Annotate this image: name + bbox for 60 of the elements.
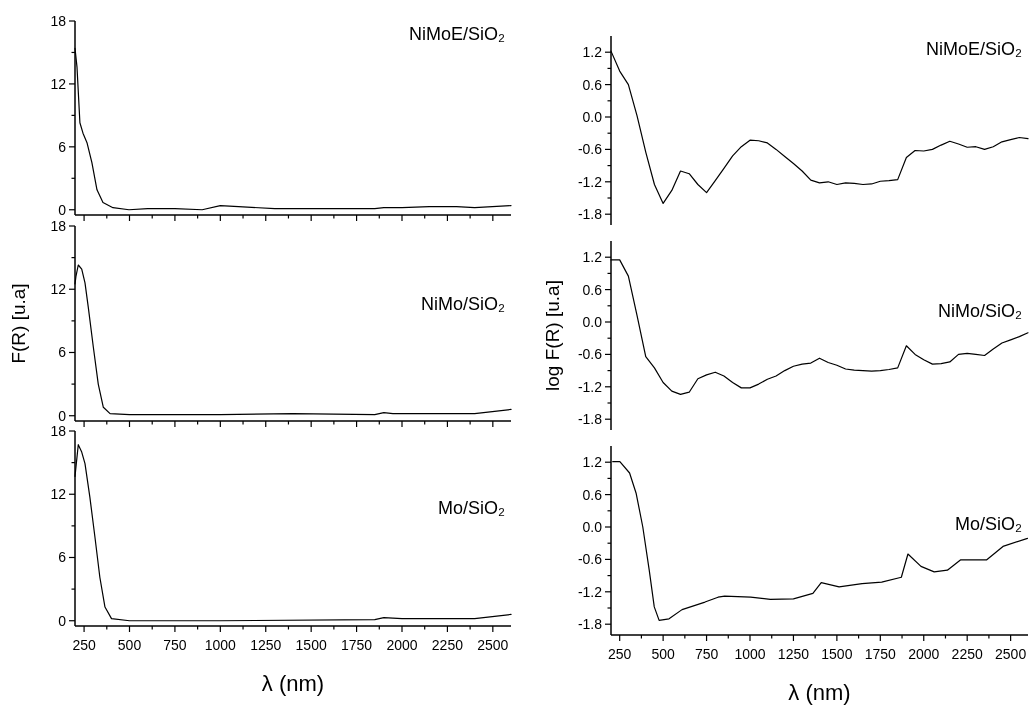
y-tick-label: 18 (50, 217, 67, 234)
x-tick-label: 750 (694, 646, 719, 662)
x-axis-title: λ (nm) (788, 680, 851, 705)
y-tick-label: 1.2 (582, 454, 603, 471)
x-tick-label: 2250 (431, 637, 464, 653)
y-tick-label: 6 (58, 549, 67, 566)
y-tick-label: 0 (58, 407, 67, 424)
y-tick-label: -1.8 (577, 411, 603, 428)
x-tick-label: 1750 (341, 637, 373, 653)
y-tick-label: -1.2 (577, 378, 603, 395)
y-tick-label: -1.2 (577, 583, 603, 600)
annotation: Mo/SiO₂ (955, 514, 1023, 534)
x-tick-label: 1250 (777, 646, 810, 662)
y-tick-label: -0.6 (577, 551, 603, 568)
x-axis-title: λ (nm) (261, 671, 325, 696)
x-tick-label: 2000 (386, 637, 418, 653)
y-tick-label: 0.6 (582, 281, 603, 298)
y-axis-title: F(R) [u.a] (8, 283, 29, 364)
annotation: NiMo/SiO₂ (421, 294, 506, 314)
y-tick-label: 12 (50, 281, 67, 298)
x-tick-label: 250 (608, 646, 632, 662)
x-tick-label: 250 (72, 637, 96, 653)
y-tick-label: -1.2 (577, 173, 603, 190)
y-tick-label: 1.2 (582, 44, 603, 61)
x-tick-label: 1000 (204, 637, 237, 653)
y-tick-label: 0 (58, 201, 67, 218)
y-tick-label: -1.8 (577, 206, 603, 223)
y-tick-label: -0.6 (577, 346, 603, 363)
y-tick-label: 12 (50, 75, 67, 92)
y-tick-label: 0.0 (582, 313, 603, 330)
y-axis-title: log F(R) [u.a] (542, 280, 563, 391)
y-tick-label: 0.6 (582, 76, 603, 93)
x-tick-label: 2500 (477, 637, 509, 653)
x-tick-label: 2000 (908, 646, 940, 662)
y-tick-label: 0.0 (582, 518, 603, 535)
y-tick-label: 1.2 (582, 249, 603, 266)
y-tick-label: 18 (50, 422, 67, 439)
annotation: NiMoE/SiO₂ (925, 39, 1022, 59)
y-tick-label: 0.0 (582, 108, 603, 125)
y-tick-label: 0 (58, 612, 67, 629)
x-tick-label: 1750 (864, 646, 897, 662)
y-tick-label: -1.8 (577, 616, 603, 633)
annotation: NiMo/SiO₂ (938, 301, 1023, 321)
y-tick-label: 12 (50, 486, 67, 503)
x-tick-label: 750 (163, 637, 187, 653)
y-tick-label: 6 (58, 344, 67, 361)
x-tick-label: 500 (651, 646, 676, 662)
x-tick-label: 1500 (295, 637, 327, 653)
annotation: Mo/SiO₂ (438, 498, 506, 518)
y-tick-label: -0.6 (577, 141, 603, 158)
y-tick-label: 6 (58, 138, 67, 155)
x-tick-label: 1250 (250, 637, 282, 653)
y-tick-label: 0.6 (582, 486, 603, 503)
y-tick-label: 18 (50, 12, 67, 29)
x-tick-label: 2250 (951, 646, 983, 662)
x-tick-label: 500 (117, 637, 142, 653)
x-tick-label: 1500 (821, 646, 853, 662)
x-tick-label: 2500 (995, 646, 1027, 662)
x-tick-label: 1000 (734, 646, 766, 662)
annotation: NiMoE/SiO₂ (408, 24, 505, 44)
